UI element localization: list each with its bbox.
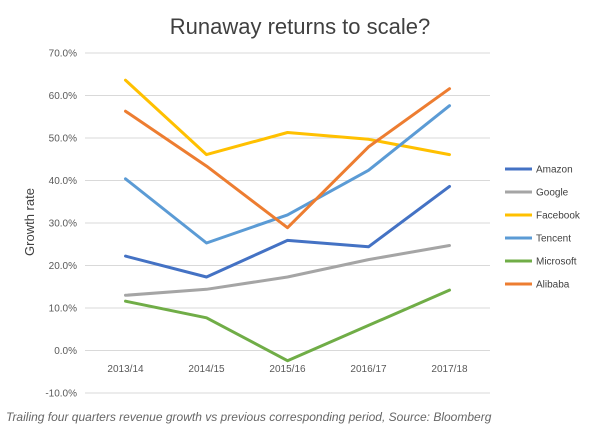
legend-label-alibaba: Alibaba [536, 280, 570, 291]
chart-title: Runaway returns to scale? [170, 14, 430, 39]
y-tick-label: 20.0% [49, 261, 77, 272]
series-line-amazon [124, 184, 451, 279]
legend: Amazon Google Facebook Tencent Microsoft Alib… [505, 165, 581, 291]
series-line-alibaba [124, 87, 451, 230]
x-tick-labels: 2013/14 2014/15 2015/16 2016/17 2017/18 [107, 364, 468, 375]
x-tick-label: 2017/18 [431, 364, 468, 375]
y-tick-labels: 70.0% 60.0% 50.0% 40.0% 30.0% 20.0% 10.0% 0.0% -… [45, 49, 77, 400]
series-line-microsoft [124, 288, 451, 363]
legend-label-tencent: Tencent [536, 234, 571, 245]
legend-label-amazon: Amazon [536, 165, 573, 176]
y-tick-label: 10.0% [49, 304, 77, 315]
y-tick-label: 70.0% [49, 49, 77, 60]
x-tick-label: 2013/14 [107, 364, 144, 375]
y-tick-label: 30.0% [49, 219, 77, 230]
y-axis-label: Growth rate [22, 188, 37, 256]
source-caption: Trailing four quarters revenue growth vs… [6, 410, 492, 424]
y-tick-label: -10.0% [45, 389, 77, 400]
x-tick-label: 2016/17 [350, 364, 387, 375]
y-tick-label: 50.0% [49, 134, 77, 145]
x-tick-label: 2015/16 [269, 364, 306, 375]
series-line-tencent [124, 104, 451, 245]
legend-label-facebook: Facebook [536, 211, 581, 222]
y-tick-label: 40.0% [49, 176, 77, 187]
legend-label-google: Google [536, 188, 569, 199]
y-tick-label: 60.0% [49, 91, 77, 102]
legend-label-microsoft: Microsoft [536, 257, 577, 268]
series-lines [124, 78, 451, 363]
y-tick-label: 0.0% [54, 346, 77, 357]
series-line-facebook [124, 78, 451, 157]
x-tick-label: 2014/15 [188, 364, 225, 375]
series-line-google [124, 244, 451, 297]
